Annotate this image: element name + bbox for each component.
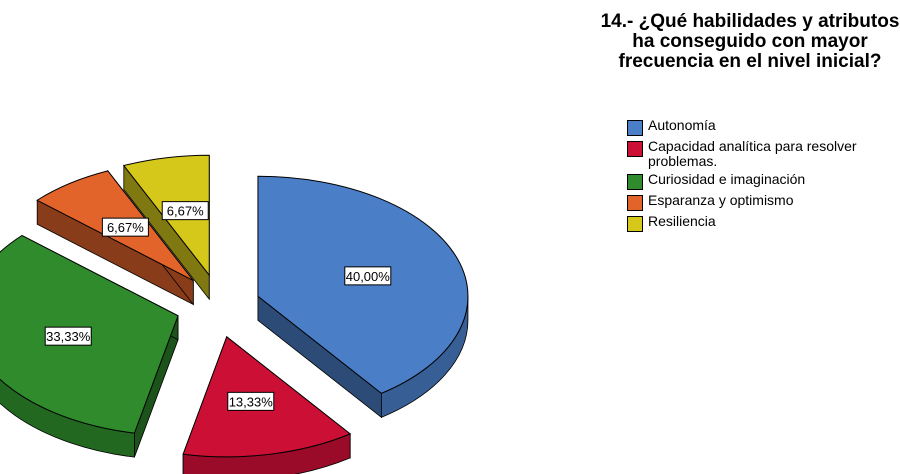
legend-item-curiosidad: Curiosidad e imaginación bbox=[627, 172, 900, 190]
legend-swatch bbox=[627, 195, 643, 211]
chart-title: 14.- ¿Qué habilidades y atributos ha con… bbox=[600, 11, 900, 72]
legend-item-autonomia: Autonomía bbox=[627, 118, 900, 136]
pie-chart: 40,00% 13,33% 33,33% 6,67% 6,67% bbox=[0, 154, 469, 474]
legend-label: Curiosidad e imaginación bbox=[648, 171, 806, 187]
legend-label: Autonomía bbox=[648, 117, 716, 133]
legend-label: Resiliencia bbox=[648, 213, 716, 229]
data-label-box bbox=[161, 201, 209, 221]
legend-label: Capacidad analítica para resolver proble… bbox=[648, 138, 857, 169]
data-label: 13,33% bbox=[229, 394, 274, 409]
pie-slice-0 bbox=[257, 175, 469, 419]
legend-swatch bbox=[627, 141, 643, 157]
data-label-box bbox=[44, 326, 92, 346]
data-label-box bbox=[101, 217, 149, 237]
legend-item-esparanza: Esparanza y optimismo bbox=[627, 193, 900, 211]
data-label: 6,67% bbox=[167, 204, 204, 219]
legend-label: Esparanza y optimismo bbox=[648, 192, 794, 208]
data-label: 33,33% bbox=[46, 329, 91, 344]
data-label-box bbox=[227, 391, 275, 411]
data-label-box bbox=[344, 266, 392, 286]
legend-swatch bbox=[627, 174, 643, 190]
legend-item-resiliencia: Resiliencia bbox=[627, 214, 900, 232]
legend-swatch bbox=[627, 120, 643, 136]
data-label: 6,67% bbox=[107, 220, 144, 235]
legend-swatch bbox=[627, 216, 643, 232]
legend-item-capacidad: Capacidad analítica para resolver proble… bbox=[627, 139, 900, 169]
legend: Autonomía Capacidad analítica para resol… bbox=[627, 118, 900, 235]
data-label: 40,00% bbox=[346, 269, 391, 284]
